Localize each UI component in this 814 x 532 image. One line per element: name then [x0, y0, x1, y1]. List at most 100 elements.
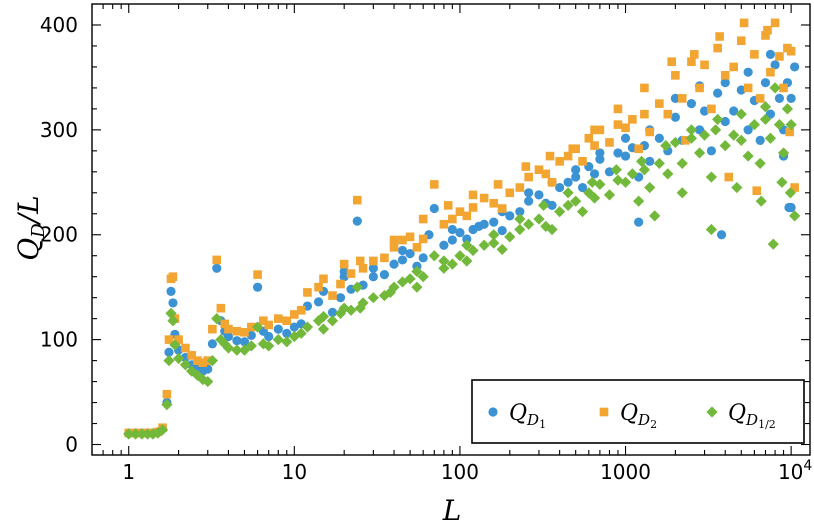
data-point-square-54 [468, 203, 478, 212]
data-point-diamond-38 [338, 302, 350, 314]
data-point-square-121 [785, 127, 794, 137]
data-point-diamond-26 [251, 321, 264, 333]
x-tick-label: 10 [282, 460, 307, 484]
data-point-diamond-83 [693, 147, 706, 159]
data-point-square-80 [671, 71, 680, 80]
data-point-diamond-105 [438, 255, 450, 267]
data-point-circle-63 [547, 200, 557, 210]
data-point-diamond-52 [454, 250, 466, 262]
data-point-square-115 [715, 32, 724, 41]
data-point-diamond-121 [731, 181, 743, 194]
data-point-diamond-109 [537, 199, 550, 211]
y-axis-label-slash-l: /L [12, 195, 45, 226]
data-point-square-36 [328, 291, 337, 300]
data-point-diamond-101 [317, 323, 330, 335]
data-point-diamond-23 [231, 344, 243, 356]
data-point-circle-77 [645, 156, 655, 166]
data-point-diamond-96 [773, 119, 786, 131]
data-point-diamond-1 [129, 428, 142, 440]
data-point-diamond-40 [351, 281, 363, 293]
data-point-square-27 [259, 316, 268, 326]
data-point-diamond-76 [638, 164, 651, 176]
data-point-circle-80 [670, 112, 680, 122]
data-point-diamond-116 [710, 124, 722, 136]
data-point-square-85 [707, 104, 716, 114]
data-point-diamond-55 [478, 239, 490, 251]
data-point-square-107 [521, 162, 531, 171]
data-point-diamond-61 [533, 213, 545, 225]
data-point-circle-49 [429, 203, 439, 214]
data-point-circle-121 [716, 230, 727, 240]
data-point-diamond-35 [317, 310, 330, 323]
data-point-circle-72 [613, 148, 623, 158]
legend: QD1 QD2 QD1/2 [471, 379, 805, 444]
data-point-diamond-111 [586, 176, 598, 188]
data-point-square-55 [479, 193, 489, 203]
data-point-circle-90 [743, 125, 753, 135]
data-point-diamond-53 [461, 255, 473, 267]
data-point-diamond-51 [446, 258, 458, 270]
data-point-diamond-20 [215, 334, 227, 346]
y-tick-label: 100 [40, 328, 78, 352]
legend-box [471, 379, 805, 444]
data-point-circle-123 [784, 202, 794, 213]
data-point-diamond-102 [354, 302, 366, 314]
data-point-circle-10 [168, 298, 178, 308]
data-point-diamond-64 [554, 206, 566, 218]
legend-marker-circle [488, 407, 498, 417]
data-point-square-12 [174, 335, 183, 344]
series-square [124, 18, 799, 438]
y-tick-label: 0 [65, 433, 78, 457]
data-point-diamond-104 [411, 265, 423, 278]
data-point-circle-25 [246, 330, 256, 341]
legend-marker-square [599, 407, 609, 417]
data-point-diamond-60 [523, 218, 535, 230]
data-point-square-114 [689, 50, 699, 59]
data-point-square-63 [547, 178, 557, 187]
data-point-diamond-46 [404, 273, 416, 285]
tick-labels-layer: 1 10 100 1000 104 0 100 200 300 400 [40, 13, 813, 484]
data-point-square-105 [468, 190, 478, 200]
data-point-diamond-41 [357, 297, 369, 309]
data-point-square-84 [700, 60, 709, 70]
data-point-circle-85 [706, 146, 716, 156]
data-point-square-24 [240, 327, 249, 337]
data-point-diamond-84 [698, 129, 711, 141]
y-axis-label-q: Q [12, 238, 45, 261]
data-point-diamond-50 [438, 262, 450, 274]
data-point-circle-43 [379, 270, 390, 280]
data-point-square-51 [448, 214, 457, 224]
data-point-circle-19 [212, 263, 222, 273]
data-point-diamond-47 [411, 281, 423, 293]
data-point-circle-111 [595, 148, 605, 158]
data-point-diamond-77 [644, 181, 656, 194]
data-point-diamond-39 [345, 304, 357, 316]
data-point-square-92 [755, 94, 765, 103]
data-point-circle-59 [515, 207, 525, 217]
data-point-diamond-115 [685, 132, 698, 144]
data-point-diamond-0 [123, 428, 135, 440]
data-point-circle-88 [729, 106, 739, 116]
data-point-circle-114 [670, 93, 680, 103]
data-point-diamond-27 [257, 338, 269, 350]
data-point-square-88 [729, 62, 739, 72]
data-point-circle-36 [327, 307, 338, 317]
data-point-diamond-117 [735, 134, 747, 146]
data-point-diamond-33 [301, 321, 314, 333]
data-point-circle-89 [736, 85, 746, 95]
data-point-diamond-78 [653, 157, 665, 170]
data-point-diamond-80 [669, 136, 681, 149]
data-point-square-38 [339, 259, 349, 269]
data-point-square-113 [667, 57, 676, 66]
data-point-circle-105 [447, 224, 457, 235]
data-point-diamond-119 [676, 187, 688, 199]
data-point-diamond-18 [206, 355, 218, 367]
x-tick-label: 100 [441, 460, 479, 484]
data-point-square-16 [198, 358, 208, 368]
data-point-diamond-7 [161, 399, 173, 411]
data-point-circle-99 [786, 93, 796, 103]
data-point-square-78 [655, 99, 664, 108]
data-point-diamond-123 [776, 176, 788, 188]
data-point-diamond-74 [626, 168, 638, 180]
data-point-diamond-42 [367, 292, 379, 304]
